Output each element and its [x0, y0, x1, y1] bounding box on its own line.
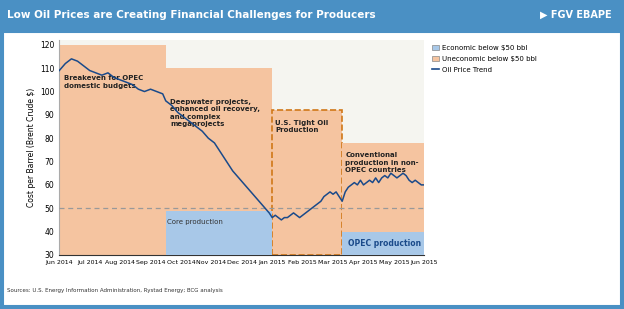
Text: Deepwater projects,
enhanced oil recovery,
and complex
megaprojects: Deepwater projects, enhanced oil recover…	[170, 99, 260, 127]
Text: Sources: U.S. Energy Information Administration, Rystad Energy; BCG analysis: Sources: U.S. Energy Information Adminis…	[7, 288, 223, 293]
Bar	[342, 143, 424, 255]
Text: Low Oil Prices are Creating Financial Challenges for Producers: Low Oil Prices are Creating Financial Ch…	[7, 10, 376, 20]
Text: OPEC production: OPEC production	[348, 239, 421, 248]
Bar	[166, 68, 272, 255]
Y-axis label: Cost per Barrel (Brent Crude $): Cost per Barrel (Brent Crude $)	[27, 88, 36, 207]
Text: U.S. Tight Oil
Production: U.S. Tight Oil Production	[275, 120, 328, 133]
Legend: Economic below $50 bbl, Uneconomic below $50 bbl, Oil Price Trend: Economic below $50 bbl, Uneconomic below…	[431, 44, 539, 74]
Text: Core production: Core production	[167, 219, 223, 225]
Text: ▶ FGV EBAPE: ▶ FGV EBAPE	[540, 10, 612, 20]
Bar	[272, 110, 342, 255]
Bar	[59, 45, 166, 255]
Text: Breakeven for OPEC
domestic budgets: Breakeven for OPEC domestic budgets	[64, 75, 143, 89]
Text: Conventional
production in non-
OPEC countries: Conventional production in non- OPEC cou…	[345, 152, 419, 173]
Bar	[342, 231, 424, 255]
Bar	[166, 210, 272, 255]
